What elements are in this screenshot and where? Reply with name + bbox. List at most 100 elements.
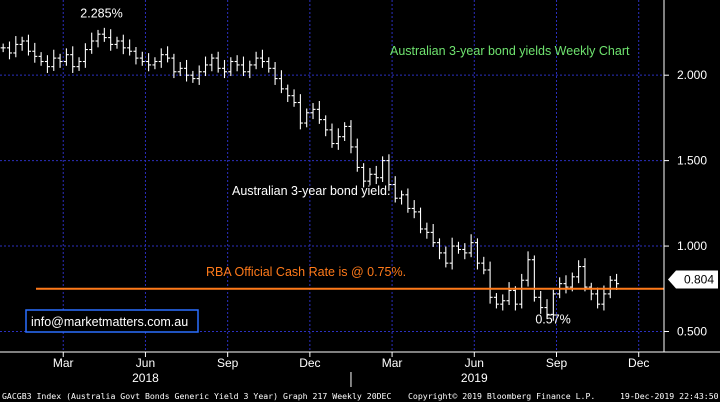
price-bar bbox=[25, 34, 31, 56]
price-bar bbox=[215, 51, 221, 73]
last-value-badge bbox=[668, 270, 718, 289]
annotation-high: 2.285% bbox=[80, 6, 122, 20]
price-bar bbox=[70, 46, 76, 73]
last-value-tag: 0.804 bbox=[668, 270, 718, 289]
price-bar bbox=[512, 286, 518, 311]
price-bar bbox=[329, 123, 335, 148]
price-bar bbox=[538, 290, 544, 314]
price-bar bbox=[373, 165, 379, 185]
price-bar bbox=[614, 273, 620, 290]
price-bar bbox=[209, 53, 215, 72]
y-tick-label: 1.500 bbox=[677, 154, 707, 168]
price-bar bbox=[380, 156, 386, 182]
price-bar bbox=[152, 57, 158, 70]
annotation-low: 0.57% bbox=[535, 313, 570, 327]
price-bar bbox=[19, 36, 25, 51]
price-bar bbox=[304, 108, 310, 128]
footer-timestamp: 19-Dec-2019 22:43:50 bbox=[620, 391, 719, 401]
price-bar bbox=[139, 51, 145, 66]
price-bar bbox=[468, 234, 474, 258]
price-bar bbox=[82, 43, 88, 68]
reference-line-label: RBA Official Cash Rate is @ 0.75%. bbox=[206, 265, 406, 279]
price-bar bbox=[221, 59, 227, 79]
price-bar bbox=[576, 260, 582, 284]
price-bar bbox=[32, 42, 38, 63]
price-bar bbox=[462, 243, 468, 260]
price-bar bbox=[291, 89, 297, 107]
price-series bbox=[0, 27, 620, 321]
price-bar bbox=[411, 200, 417, 219]
price-bar bbox=[367, 167, 373, 186]
price-bar bbox=[500, 294, 506, 311]
price-bar bbox=[146, 53, 152, 72]
price-bar bbox=[354, 138, 360, 172]
x-axis: Mar Jun Sep Dec Mar Jun Sep Dec 2018 2019 bbox=[0, 351, 720, 387]
price-bar bbox=[335, 128, 341, 150]
year-label: 2019 bbox=[461, 371, 488, 385]
price-bar bbox=[531, 255, 537, 302]
price-bar bbox=[348, 120, 354, 154]
price-bar bbox=[184, 59, 190, 82]
x-tick-label: Dec bbox=[299, 356, 320, 370]
price-bar bbox=[316, 100, 322, 124]
price-bar bbox=[519, 273, 525, 309]
price-bar bbox=[297, 94, 303, 130]
price-bar bbox=[253, 51, 259, 70]
price-bar bbox=[158, 48, 164, 68]
x-tick-label: Sep bbox=[546, 356, 568, 370]
price-bar bbox=[89, 32, 95, 54]
price-bar bbox=[455, 241, 461, 254]
price-bar bbox=[190, 70, 196, 83]
price-bar bbox=[323, 115, 329, 137]
price-bar bbox=[259, 49, 265, 68]
price-bar bbox=[266, 57, 272, 73]
price-bar bbox=[95, 29, 101, 48]
price-bar bbox=[177, 62, 183, 77]
price-bar bbox=[108, 29, 114, 51]
price-bar bbox=[595, 287, 601, 309]
price-bar bbox=[430, 224, 436, 247]
price-bar bbox=[57, 53, 63, 68]
price-bar bbox=[247, 60, 253, 79]
price-bar bbox=[443, 246, 449, 268]
price-bar bbox=[386, 154, 392, 191]
price-bar bbox=[203, 56, 209, 77]
x-tick-label: Dec bbox=[628, 356, 649, 370]
price-bar bbox=[133, 46, 139, 65]
price-bar bbox=[196, 65, 202, 85]
price-bar bbox=[557, 277, 563, 299]
price-bar bbox=[481, 256, 487, 275]
price-bar bbox=[63, 48, 69, 66]
price-bar bbox=[405, 188, 411, 213]
y-axis-panel bbox=[664, 0, 720, 352]
x-tick-label: Mar bbox=[53, 356, 74, 370]
price-bar bbox=[6, 41, 12, 60]
price-bar bbox=[285, 84, 291, 103]
price-bar bbox=[437, 238, 443, 260]
price-bar bbox=[101, 27, 107, 42]
year-label: 2018 bbox=[132, 371, 159, 385]
contact-box bbox=[25, 309, 199, 333]
grid bbox=[0, 0, 664, 352]
price-bar bbox=[13, 36, 19, 58]
price-bar bbox=[588, 282, 594, 301]
x-tick-label: Mar bbox=[382, 356, 403, 370]
price-bar bbox=[278, 70, 284, 94]
series-label: Australian 3-year bond yield. bbox=[232, 184, 390, 198]
price-bar bbox=[493, 293, 499, 309]
y-axis: 2.000 1.500 1.000 0.500 bbox=[663, 0, 720, 352]
price-bar bbox=[240, 56, 246, 77]
price-bar bbox=[0, 43, 6, 53]
x-tick-label: Jun bbox=[465, 356, 484, 370]
price-bar bbox=[392, 176, 398, 203]
price-bar bbox=[310, 103, 316, 120]
price-bar bbox=[228, 57, 234, 77]
price-bar bbox=[399, 190, 405, 205]
price-bar bbox=[487, 261, 493, 304]
price-bar bbox=[51, 49, 57, 71]
price-bar bbox=[563, 275, 569, 294]
contact-email[interactable]: info@marketmatters.com.au bbox=[31, 315, 188, 329]
price-bar bbox=[120, 34, 126, 55]
price-bar bbox=[474, 238, 480, 270]
